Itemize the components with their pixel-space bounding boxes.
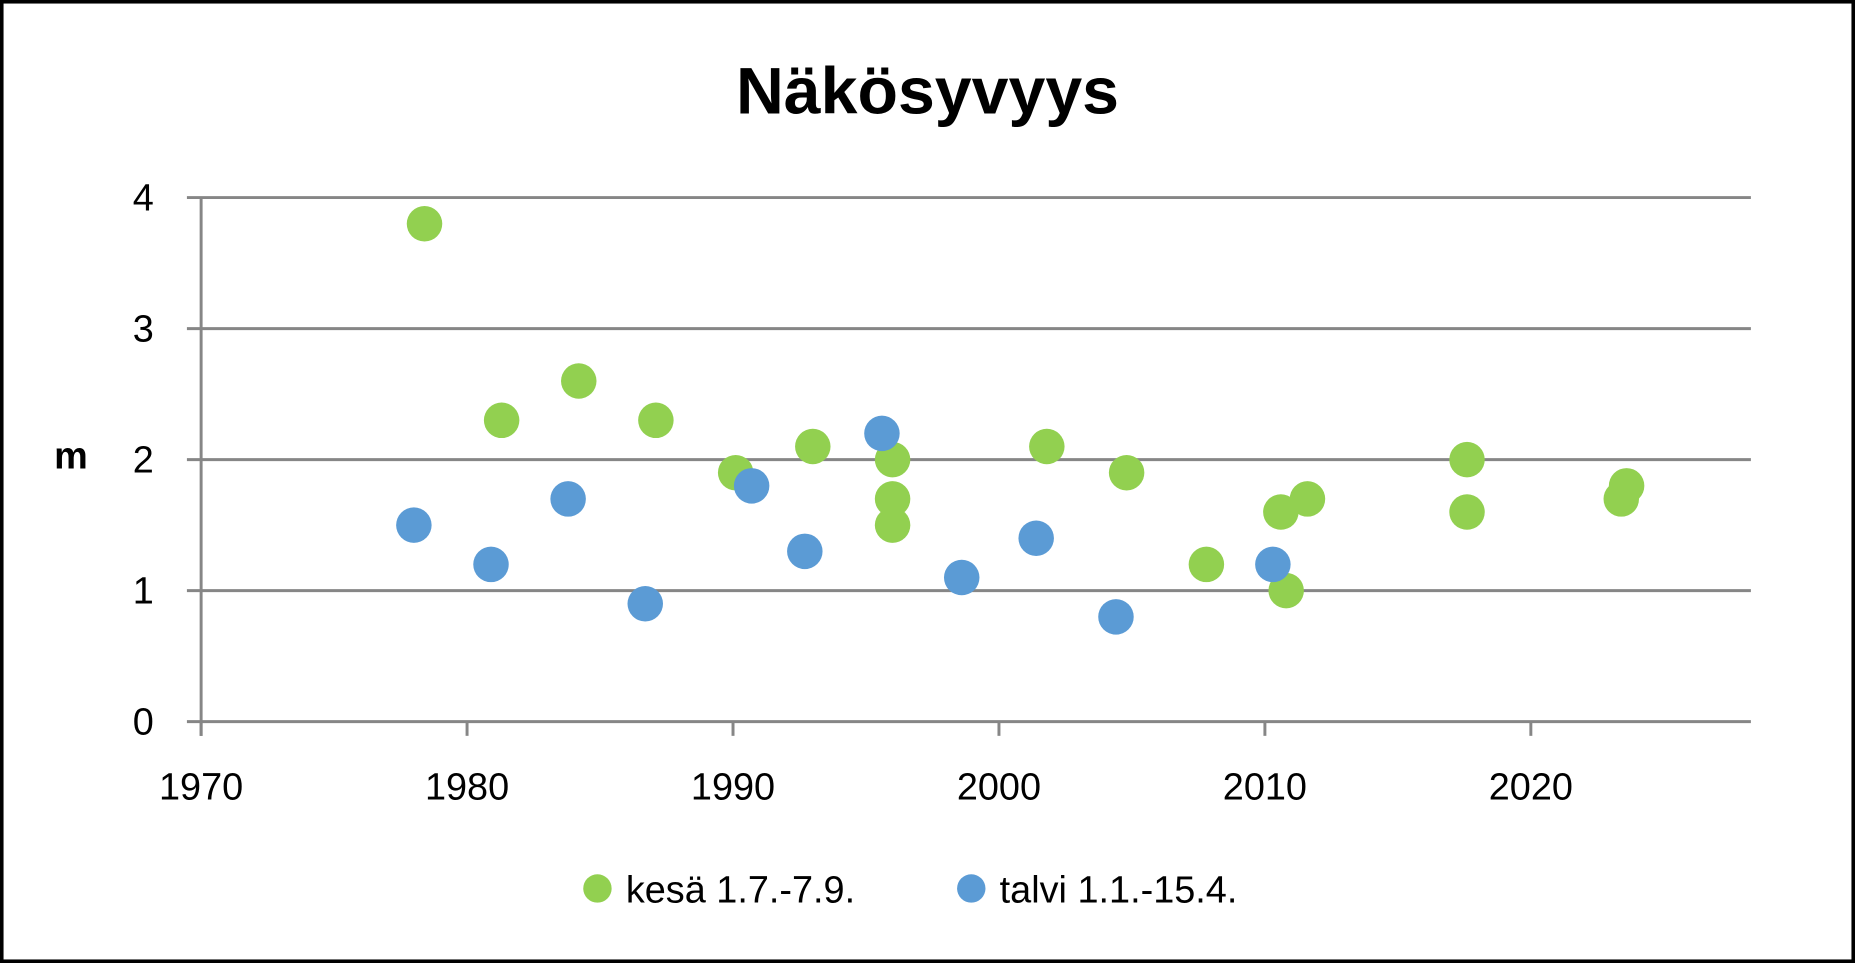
legend-label-kesa: kesä 1.7.-7.9. xyxy=(626,870,855,912)
data-point-talvi xyxy=(396,507,432,543)
y-tick-label: 1 xyxy=(133,571,154,613)
legend: kesä 1.7.-7.9. talvi 1.1.-15.4. xyxy=(583,870,1237,912)
y-tick-label: 0 xyxy=(133,702,154,744)
x-tick-label: 2010 xyxy=(1223,767,1307,809)
data-point-kesa xyxy=(1449,494,1485,530)
data-point-talvi xyxy=(733,468,770,504)
chart-title: Näkösyvyys xyxy=(736,55,1119,129)
y-tick-label: 4 xyxy=(133,178,154,220)
x-tick-label: 1990 xyxy=(691,767,775,809)
data-point-talvi xyxy=(1018,520,1054,556)
data-point-talvi xyxy=(943,559,980,596)
y-tick-label: 3 xyxy=(133,309,154,351)
data-point-kesa xyxy=(1449,441,1485,478)
data-point-talvi xyxy=(627,585,663,622)
data-point-kesa xyxy=(483,402,520,439)
data-point-kesa xyxy=(1108,454,1145,491)
data-point-kesa xyxy=(561,363,597,399)
data-point-talvi xyxy=(550,481,586,517)
data-point-kesa xyxy=(406,206,443,242)
data-point-kesa xyxy=(1263,494,1299,530)
legend-label-talvi: talvi 1.1.-15.4. xyxy=(1000,870,1238,912)
y-axis-label: m xyxy=(54,435,88,477)
data-point-talvi xyxy=(1255,546,1291,583)
x-tick-label: 2000 xyxy=(957,767,1041,809)
data-point-kesa xyxy=(874,507,911,543)
data-point-kesa xyxy=(795,428,831,465)
legend-marker-talvi xyxy=(957,874,986,903)
legend-marker-kesa xyxy=(583,874,612,903)
data-point-talvi xyxy=(864,415,900,452)
data-point-kesa xyxy=(1268,572,1304,609)
data-point-kesa xyxy=(1029,428,1065,465)
data-point-kesa xyxy=(1289,481,1326,517)
data-point-talvi xyxy=(1098,599,1134,635)
x-tick-label: 1970 xyxy=(159,767,243,809)
data-point-kesa xyxy=(874,481,911,517)
data-point-kesa xyxy=(1188,546,1225,583)
y-tick-label: 2 xyxy=(133,440,154,482)
x-tick-label: 2020 xyxy=(1489,767,1573,809)
data-point-kesa xyxy=(638,402,674,439)
data-point-talvi xyxy=(473,546,509,583)
x-tick-label: 1980 xyxy=(425,767,509,809)
data-point-talvi xyxy=(787,533,823,570)
data-point-kesa xyxy=(1603,481,1640,517)
